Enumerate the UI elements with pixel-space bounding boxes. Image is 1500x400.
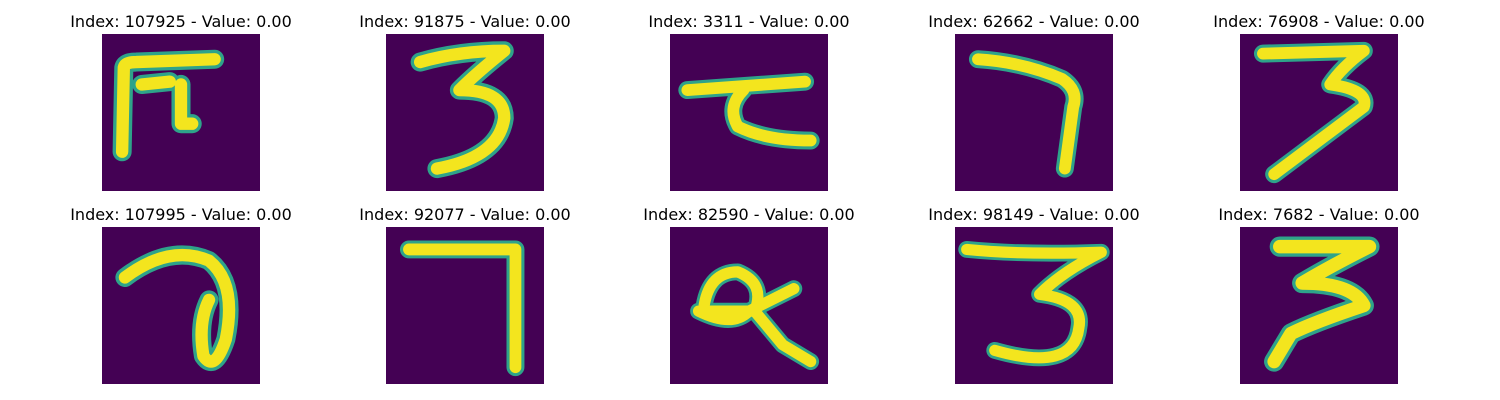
panel-title: Index: 7682 - Value: 0.00 (1204, 205, 1434, 225)
digit-image (670, 227, 828, 384)
digit-image (670, 34, 828, 191)
panel-title: Index: 82590 - Value: 0.00 (634, 205, 864, 225)
panel-title: Index: 107995 - Value: 0.00 (66, 205, 296, 225)
digit-image (102, 34, 260, 191)
digit-image (386, 34, 544, 191)
digit-image (1240, 34, 1398, 191)
digit-panel-8: Index: 82590 - Value: 0.00 (634, 205, 864, 395)
panel-title: Index: 3311 - Value: 0.00 (634, 12, 864, 32)
panel-title: Index: 92077 - Value: 0.00 (350, 205, 580, 225)
digit-panel-7: Index: 92077 - Value: 0.00 (350, 205, 580, 395)
digit-panel-10: Index: 7682 - Value: 0.00 (1204, 205, 1434, 395)
digit-panel-2: Index: 91875 - Value: 0.00 (350, 12, 580, 202)
digit-panel-6: Index: 107995 - Value: 0.00 (66, 205, 296, 395)
digit-panel-4: Index: 62662 - Value: 0.00 (919, 12, 1149, 202)
panel-title: Index: 107925 - Value: 0.00 (66, 12, 296, 32)
panel-title: Index: 76908 - Value: 0.00 (1204, 12, 1434, 32)
digit-image (1240, 227, 1398, 384)
digit-panel-9: Index: 98149 - Value: 0.00 (919, 205, 1149, 395)
digit-image (386, 227, 544, 384)
digit-image (955, 227, 1113, 384)
digit-panel-3: Index: 3311 - Value: 0.00 (634, 12, 864, 202)
panel-title: Index: 98149 - Value: 0.00 (919, 205, 1149, 225)
digit-image (102, 227, 260, 384)
panel-title: Index: 62662 - Value: 0.00 (919, 12, 1149, 32)
digit-panel-5: Index: 76908 - Value: 0.00 (1204, 12, 1434, 202)
digit-panel-1: Index: 107925 - Value: 0.00 (66, 12, 296, 202)
digit-image (955, 34, 1113, 191)
panel-title: Index: 91875 - Value: 0.00 (350, 12, 580, 32)
